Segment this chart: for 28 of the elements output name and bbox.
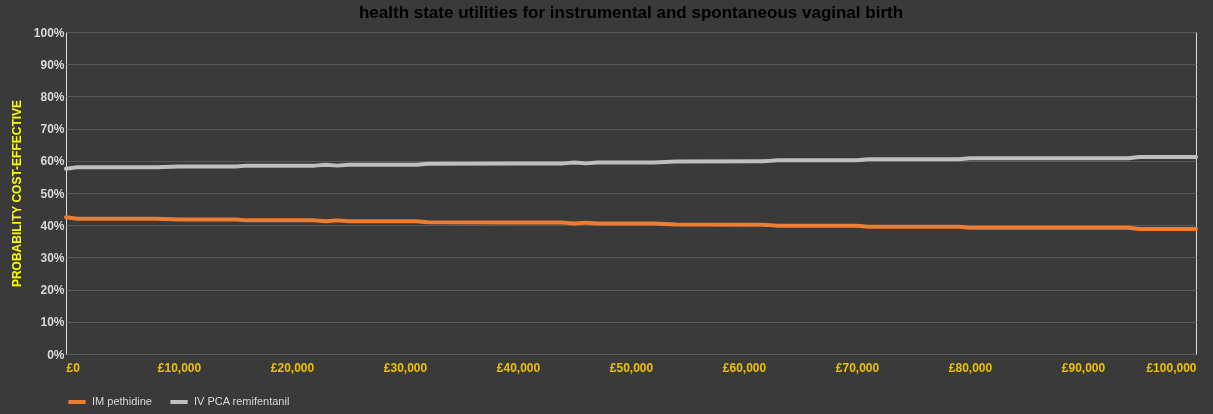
legend-label: IV PCA remifentanil <box>194 395 290 407</box>
line-series <box>64 215 1198 232</box>
y-tick-label: 60% <box>40 154 65 169</box>
y-tick-label: 20% <box>40 283 65 298</box>
legend-label: IM pethidine <box>92 395 152 407</box>
y-tick-label: 30% <box>40 250 65 265</box>
line-series <box>64 154 1198 171</box>
y-tick-label: 100% <box>33 25 65 40</box>
x-tick-label: £100,000 <box>1146 360 1197 375</box>
x-tick-label: £70,000 <box>835 360 880 375</box>
y-axis-title: PROBABILITY COST-EFFECTIVE <box>9 99 24 288</box>
x-tick-label: £30,000 <box>383 360 428 375</box>
x-tick-label: £20,000 <box>270 360 315 375</box>
chart-title: health state utilities for instrumental and spontaneous vaginal birth <box>358 3 904 22</box>
x-tick-label: £0 <box>66 360 81 375</box>
x-tick-label: £10,000 <box>157 360 202 375</box>
x-tick-label: £40,000 <box>496 360 541 375</box>
y-tick-label: 0% <box>47 347 65 362</box>
y-tick-label: 70% <box>40 122 65 137</box>
x-tick-label: £90,000 <box>1061 360 1106 375</box>
x-tick-label: £60,000 <box>722 360 767 375</box>
y-tick-label: 50% <box>40 186 65 201</box>
y-tick-label: 80% <box>40 89 65 104</box>
x-tick-label: £50,000 <box>609 360 654 375</box>
y-tick-label: 10% <box>40 315 65 330</box>
x-tick-label: £80,000 <box>948 360 993 375</box>
y-tick-label: 90% <box>40 57 65 72</box>
y-tick-label: 40% <box>40 218 65 233</box>
